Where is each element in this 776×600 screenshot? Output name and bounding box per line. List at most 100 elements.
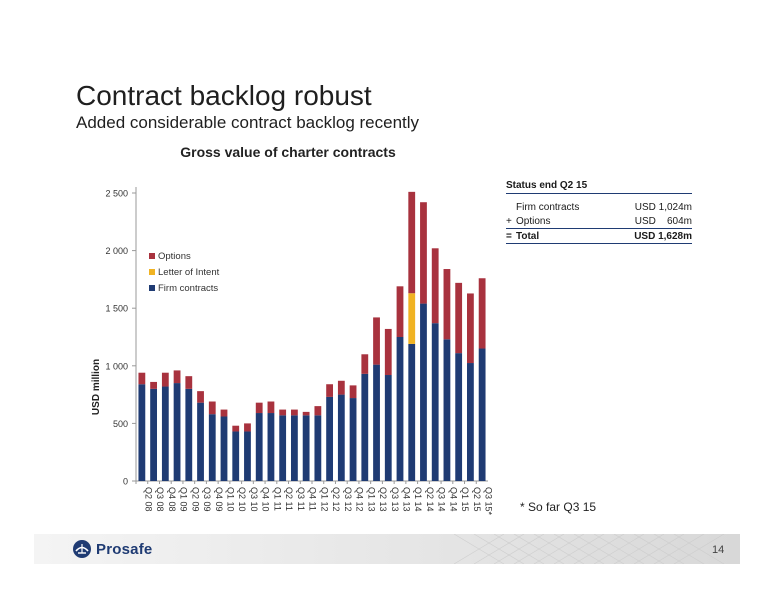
bar-firm-contracts [431, 323, 439, 481]
bar-firm-contracts [173, 383, 181, 481]
bar-firm-contracts [279, 415, 287, 481]
prosafe-logo-icon [73, 540, 91, 558]
bar-options [408, 191, 416, 294]
x-tick-label: Q3 11 [296, 487, 306, 511]
status-row-firm: Firm contracts USD 1,024m [506, 200, 692, 214]
y-tick-label: 1 000 [105, 361, 128, 371]
legend-swatch [149, 285, 155, 291]
bar-options [431, 248, 439, 324]
bar-firm-contracts [337, 394, 345, 481]
x-tick-label: Q3 15* [484, 487, 494, 516]
status-row-total: = Total USD 1,628m [506, 228, 692, 244]
bar-firm-contracts [244, 431, 251, 481]
x-tick-label: Q2 09 [190, 487, 200, 512]
bar-options [161, 372, 169, 387]
bar-firm-contracts [150, 388, 158, 481]
x-tick-label: Q1 13 [366, 487, 376, 512]
bar-firm-contracts [197, 402, 204, 481]
slide-subtitle: Added considerable contract backlog rece… [76, 113, 420, 132]
bar-firm-contracts [478, 348, 486, 481]
legend-swatch [149, 269, 155, 275]
footer-band [34, 534, 740, 564]
bar-options [373, 317, 380, 365]
bar-firm-contracts [443, 339, 451, 481]
legend-label: Letter of Intent [158, 267, 220, 278]
page-number: 14 [712, 544, 725, 556]
x-tick-label: Q1 14 [413, 487, 423, 512]
x-tick-label: Q3 09 [202, 487, 212, 512]
x-tick-label: Q1 09 [179, 487, 189, 512]
bar-firm-contracts [455, 353, 463, 481]
bar-letter-of-intent [408, 293, 416, 344]
x-tick-label: Q2 10 [237, 487, 247, 512]
footnote: * So far Q3 15 [520, 500, 597, 514]
chart-title: Gross value of charter contracts [180, 144, 396, 160]
status-row-options: + Options USD 604m [506, 214, 692, 228]
bar-options [220, 409, 228, 417]
x-tick-label: Q3 08 [155, 487, 165, 512]
x-tick-label: Q4 11 [308, 487, 318, 511]
bar-firm-contracts [373, 364, 380, 481]
bar-options [455, 282, 463, 354]
bar-firm-contracts [396, 337, 404, 481]
logo-text: Prosafe [96, 540, 153, 558]
x-tick-label: Q2 14 [425, 487, 435, 512]
bar-firm-contracts [349, 398, 357, 481]
bar-options [290, 409, 298, 416]
y-tick-label: 0 [123, 477, 128, 487]
bar-firm-contracts [255, 413, 263, 481]
x-tick-label: Q2 12 [331, 487, 341, 512]
status-label: Firm contracts [516, 202, 580, 213]
footer-pattern [453, 534, 725, 564]
x-tick-label: Q1 11 [272, 487, 282, 511]
bar-options [173, 370, 181, 384]
prosafe-logo: Prosafe [72, 539, 152, 559]
bar-firm-contracts [302, 415, 310, 481]
bar-options [326, 384, 334, 397]
status-box: Status end Q2 15 Firm contracts USD 1,02… [506, 180, 692, 244]
slide-title: Contract backlog robust [76, 80, 372, 111]
status-op: + [506, 216, 512, 227]
x-tick-label: Q2 15 [472, 487, 482, 512]
x-tick-label: Q1 10 [226, 487, 236, 512]
bar-firm-contracts [408, 343, 416, 481]
bar-options [420, 202, 427, 304]
status-value: USD 1,024m [634, 202, 692, 213]
status-value: USD 604m [634, 216, 692, 227]
x-tick-label: Q4 12 [355, 487, 365, 512]
bar-firm-contracts [185, 388, 193, 481]
bar-options [337, 380, 345, 395]
y-tick-label: 1 500 [105, 304, 128, 314]
bar-firm-contracts [267, 413, 275, 481]
x-tick-label: Q2 13 [378, 487, 388, 512]
legend-label: Firm contracts [158, 283, 218, 294]
bar-firm-contracts [138, 384, 146, 481]
y-tick-label: 2 500 [105, 189, 128, 199]
bar-options [478, 278, 486, 349]
bar-options [396, 286, 404, 337]
bar-firm-contracts [314, 415, 322, 481]
x-tick-label: Q3 14 [437, 487, 447, 512]
y-tick-label: 500 [113, 419, 128, 429]
bar-firm-contracts [361, 373, 369, 481]
status-label: Options [516, 216, 551, 227]
x-tick-label: Q3 12 [343, 487, 353, 512]
x-tick-label: Q3 10 [249, 487, 259, 512]
bar-options [197, 391, 204, 403]
bar-options [466, 293, 474, 364]
bar-firm-contracts [208, 414, 216, 481]
status-header: Status end Q2 15 [506, 180, 692, 194]
bar-options [361, 354, 369, 374]
bar-options [232, 425, 240, 432]
y-tick-label: 2 000 [105, 246, 128, 256]
x-tick-label: Q3 13 [390, 487, 400, 512]
bar-firm-contracts [384, 375, 392, 481]
bar-options [384, 328, 392, 376]
bar-firm-contracts [232, 431, 240, 481]
bar-options [255, 402, 263, 414]
status-value: USD 1,628m [634, 231, 692, 242]
status-op: = [506, 231, 512, 242]
bar-options [349, 385, 357, 399]
bar-options [208, 401, 216, 415]
